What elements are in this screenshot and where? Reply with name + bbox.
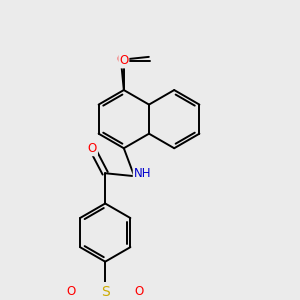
Text: O: O <box>67 285 76 298</box>
Text: O: O <box>119 55 128 68</box>
Text: NH: NH <box>134 167 151 180</box>
Text: S: S <box>101 285 110 299</box>
Text: O: O <box>88 142 97 155</box>
Text: O: O <box>134 285 144 298</box>
Text: O: O <box>116 53 125 66</box>
